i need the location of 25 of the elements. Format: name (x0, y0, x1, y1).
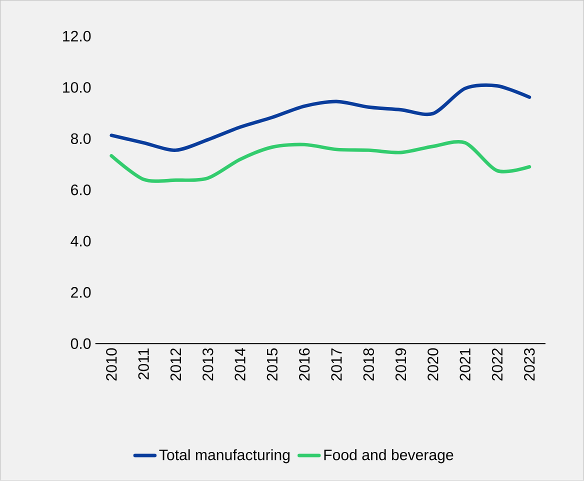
line-series (110, 84, 532, 152)
y-tick-label: 8.0 (70, 133, 91, 144)
x-tick-label: 2011 (138, 348, 149, 380)
x-tick-label: 2023 (524, 348, 535, 381)
y-tick-label: 2.0 (71, 287, 91, 298)
legend-label: Total manufacturing (159, 449, 290, 464)
line-series (110, 140, 532, 184)
y-tick-label: 4.0 (70, 236, 91, 247)
x-tick-label: 2021 (460, 348, 470, 381)
y-tick-label: 0.0 (70, 338, 91, 350)
x-tick-label: 2015 (266, 348, 278, 381)
x-tick-label: 2017 (331, 348, 342, 381)
y-tick-label: 10.0 (63, 82, 91, 93)
y-tick-label: 6.0 (71, 184, 91, 196)
x-tick-label: 2018 (363, 348, 374, 381)
y-tick-label: 12.0 (63, 30, 91, 42)
x-tick-label: 2016 (299, 348, 310, 381)
x-tick-label: 2010 (106, 348, 117, 381)
legend-label: Food and beverage (324, 449, 454, 464)
x-tick-label: 2022 (492, 348, 503, 381)
x-tick-label: 2020 (428, 348, 438, 381)
x-tick-label: 2014 (234, 348, 246, 381)
x-tick-label: 2013 (202, 348, 214, 381)
x-tick-label: 2019 (395, 348, 406, 381)
x-tick-label: 2012 (170, 348, 182, 381)
